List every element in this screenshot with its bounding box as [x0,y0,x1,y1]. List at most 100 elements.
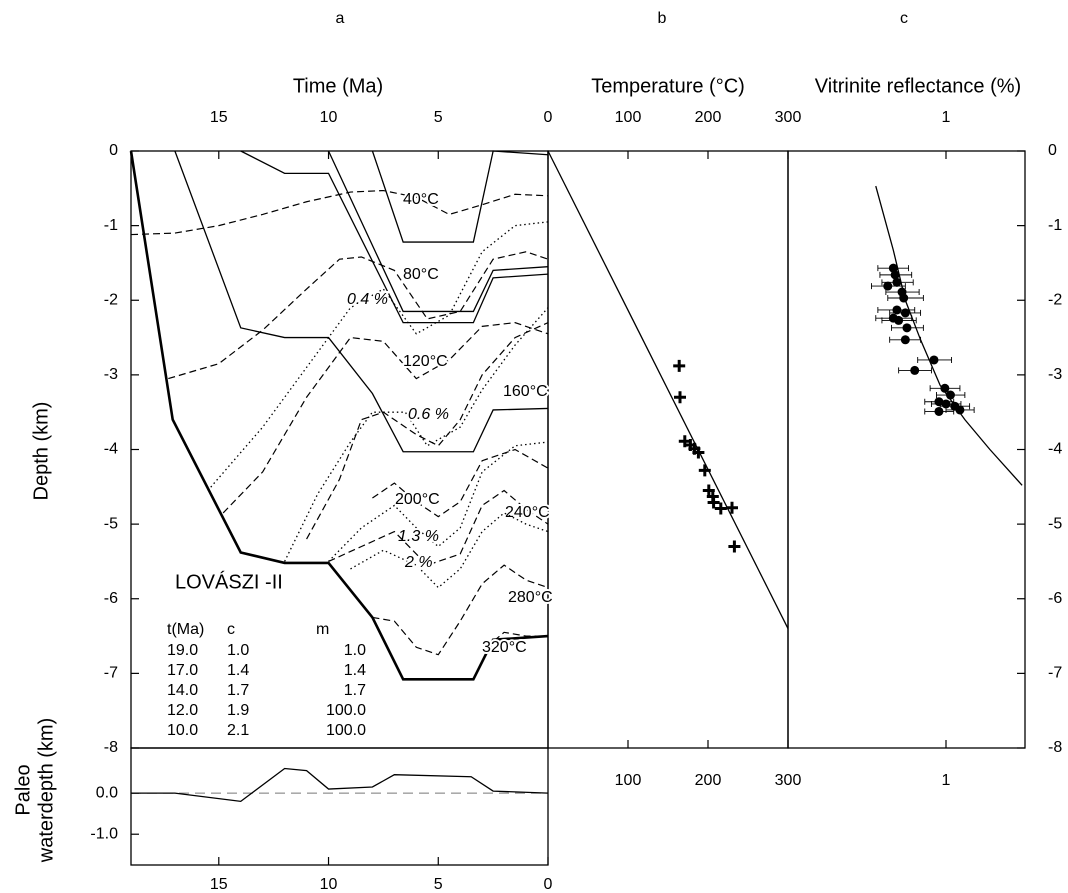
panel-b-frame [547,150,789,749]
table-cell: 1.9 [227,702,249,719]
x-tick-label: 0 [544,109,553,126]
table-cell: 1.0 [344,642,366,659]
data-point [945,390,955,400]
data-point [900,335,910,345]
x-tick-label: 5 [434,109,443,126]
x-tick-label: 200 [695,109,722,126]
data-point [890,270,900,280]
data-point [934,397,944,407]
panel-letter: b [658,10,667,27]
isoline-label: 0.4 % [347,291,388,308]
panel-letter: c [900,10,908,27]
panel-letter: a [336,10,345,27]
isoline-label: 0.6 % [408,406,449,423]
y-tick-label: -6 [1048,590,1062,607]
y-axis-title: Paleo [12,764,34,815]
data-point [883,281,893,291]
x-tick-label: 15 [210,876,228,893]
curve [875,185,1023,486]
table-cell: 2.1 [227,722,249,739]
table-header: c [227,621,235,638]
y-axis-title: Depth (km) [30,402,52,501]
curve [327,150,549,313]
data-point [934,406,944,416]
data-point [674,391,686,404]
curve [131,767,549,803]
x-tick-label: 300 [775,772,802,789]
y-axis-title: waterdepth (km) [35,718,57,864]
isoline-label: 1.3 % [398,528,439,545]
isoline [222,322,549,514]
table-cell: 1.7 [227,682,249,699]
isoline-label: 320°C [482,639,527,656]
x-axis-title: Temperature (°C) [591,75,745,97]
table-header: m [316,621,329,638]
isoline-label: 40°C [403,191,439,208]
table-cell: 14.0 [167,682,198,699]
y-tick-label: -7 [1048,665,1062,682]
curve [240,150,549,324]
isoline [350,512,549,589]
y-tick-label: -6 [104,590,118,607]
data-point [902,323,912,333]
isoline-label: 160°C [503,383,548,400]
data-point [673,359,686,372]
data-point [892,305,902,315]
curve [547,150,789,629]
isoline-label: 280°C [508,589,553,606]
y-tick-label: -1 [1048,217,1062,234]
data-point [929,355,939,365]
table-cell: 10.0 [167,722,198,739]
y-tick-label: -8 [1048,739,1062,756]
table-cell: 1.7 [344,682,366,699]
y-tick-label: 0.0 [96,784,118,801]
x-axis-title: Time (Ma) [293,75,383,97]
y-tick-label: 0 [109,142,118,159]
isoline [372,564,549,656]
curve [129,150,549,681]
data-point [692,446,705,459]
y-tick-label: -7 [104,665,118,682]
data-point [899,293,909,303]
y-tick-label: -1.0 [90,825,118,842]
x-tick-label: 100 [615,772,642,789]
y-tick-label: -4 [1048,441,1062,458]
x-tick-label: 1 [942,772,951,789]
data-point [955,405,965,415]
isoline-label: 240°C [505,504,550,521]
x-tick-label: 15 [210,109,228,126]
x-tick-label: 10 [320,876,338,893]
isoline-label: 120°C [403,353,448,370]
x-tick-label: 1 [942,109,951,126]
isoline [328,489,549,566]
data-point [728,540,741,553]
curve [174,150,549,453]
x-axis-title: Vitrinite reflectance (%) [815,75,1021,97]
isoline [284,307,549,562]
y-tick-label: -5 [1048,515,1062,532]
table-cell: 100.0 [326,702,366,719]
curve [371,150,549,243]
table-cell: 1.4 [344,662,366,679]
data-point [726,501,738,514]
isoline [130,189,549,236]
isoline [168,251,549,380]
paleo-frame [130,747,549,866]
y-tick-label: -8 [104,739,118,756]
isoline-label: 80°C [403,266,439,283]
data-point [892,277,902,287]
isoline [306,322,549,540]
y-tick-label: -2 [104,291,118,308]
data-point [714,502,727,515]
y-tick-label: -3 [104,366,118,383]
x-tick-label: 5 [434,876,443,893]
table-header: t(Ma) [167,621,204,638]
isoline [472,631,548,680]
data-point [900,308,910,318]
table-cell: 12.0 [167,702,198,719]
table-cell: 17.0 [167,662,198,679]
y-tick-label: -4 [104,441,118,458]
data-point [940,383,950,393]
isoline [207,221,549,491]
